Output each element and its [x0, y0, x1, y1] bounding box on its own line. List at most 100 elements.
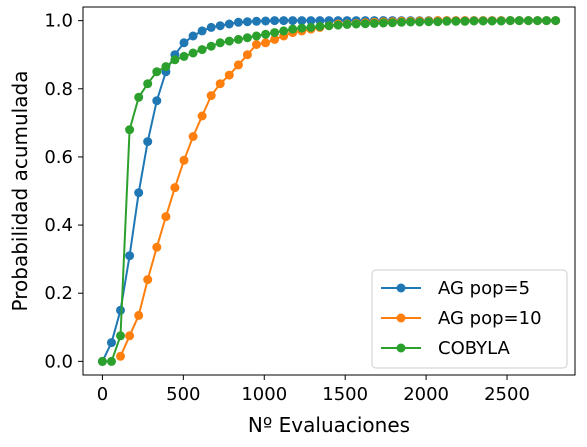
- data-point: [224, 70, 234, 80]
- data-point: [252, 40, 261, 49]
- plot-frame: [82, 6, 576, 376]
- data-point: [242, 33, 252, 43]
- data-point: [206, 91, 216, 101]
- data-point: [161, 62, 171, 72]
- series-2: [97, 16, 561, 366]
- data-point: [134, 188, 144, 198]
- data-point: [197, 45, 207, 55]
- data-point: [134, 92, 144, 102]
- data-point: [505, 16, 515, 26]
- data-point: [152, 96, 162, 106]
- x-tick-label: 500: [166, 384, 200, 405]
- data-point: [378, 18, 388, 28]
- data-point: [188, 48, 198, 58]
- data-point: [242, 17, 252, 27]
- data-point: [152, 242, 162, 252]
- y-tick-label: 0.0: [44, 351, 73, 372]
- data-point: [270, 34, 280, 44]
- data-point: [116, 331, 125, 341]
- data-point: [342, 19, 352, 29]
- y-axis-ticks: 0.0 0.2 0.4 0.6 0.8 1.0: [44, 11, 83, 372]
- data-point: [179, 155, 189, 165]
- data-point: [170, 55, 180, 65]
- data-point: [179, 51, 189, 61]
- data-point: [279, 26, 289, 36]
- data-point: [125, 125, 135, 135]
- data-point: [143, 137, 153, 147]
- data-point: [288, 24, 298, 34]
- data-point: [215, 38, 225, 48]
- data-point: [542, 16, 551, 26]
- legend-marker: [396, 343, 406, 353]
- data-point: [224, 36, 234, 46]
- data-point: [324, 21, 334, 31]
- y-tick-label: 0.6: [44, 147, 73, 168]
- data-point: [387, 18, 397, 28]
- data-point: [551, 16, 561, 26]
- data-point: [206, 22, 216, 32]
- data-point: [533, 16, 542, 26]
- data-point: [523, 16, 533, 26]
- data-point: [233, 17, 243, 27]
- data-point: [369, 18, 379, 28]
- x-tick-label: 2000: [403, 384, 449, 405]
- data-point: [397, 17, 406, 27]
- data-point: [215, 21, 225, 31]
- data-point: [451, 16, 461, 26]
- data-point: [215, 79, 225, 89]
- data-point: [161, 212, 171, 222]
- data-point: [125, 251, 135, 261]
- legend-marker: [396, 283, 406, 293]
- x-tick-label: 1500: [322, 384, 368, 405]
- legend-box: [371, 269, 568, 369]
- data-point: [360, 19, 370, 29]
- x-axis-label: Nº Evaluaciones: [248, 413, 410, 437]
- data-point: [197, 26, 207, 36]
- data-point: [134, 310, 144, 320]
- y-tick-label: 1.0: [44, 11, 73, 32]
- data-point: [143, 275, 153, 285]
- data-point: [469, 16, 479, 26]
- data-point: [97, 356, 107, 366]
- data-point: [315, 21, 325, 31]
- data-point: [252, 31, 261, 41]
- data-point: [188, 132, 198, 141]
- y-axis-label: Probabilidad acumulada: [8, 71, 32, 312]
- data-point: [233, 34, 243, 44]
- series-layer: [97, 16, 561, 366]
- data-point: [107, 356, 116, 366]
- legend-marker: [396, 313, 406, 323]
- data-point: [224, 19, 234, 29]
- x-tick-label: 2500: [484, 384, 530, 405]
- data-point: [170, 183, 180, 193]
- y-tick-label: 0.2: [44, 283, 73, 304]
- data-point: [270, 16, 280, 26]
- data-point: [116, 305, 125, 315]
- data-point: [261, 29, 271, 39]
- data-point: [188, 31, 198, 41]
- data-point: [288, 16, 298, 26]
- data-point: [261, 38, 271, 48]
- data-point: [442, 16, 452, 26]
- data-point: [125, 331, 135, 341]
- data-point: [514, 16, 524, 26]
- data-point: [252, 16, 261, 26]
- y-tick-label: 0.8: [44, 79, 73, 100]
- data-point: [460, 16, 470, 26]
- data-point: [487, 16, 497, 26]
- data-point: [179, 38, 189, 48]
- data-point: [116, 351, 125, 361]
- legend: AG pop=5 AG pop=10 COBYLA: [371, 269, 568, 369]
- data-point: [478, 16, 488, 26]
- data-point: [306, 22, 316, 32]
- data-point: [152, 67, 162, 77]
- data-point: [261, 16, 271, 26]
- data-point: [233, 60, 243, 70]
- x-axis-ticks: 0 500 1000 1500 2000 2500: [97, 375, 530, 405]
- data-point: [406, 17, 416, 27]
- data-point: [424, 17, 434, 27]
- data-point: [107, 338, 116, 348]
- data-point: [496, 16, 506, 26]
